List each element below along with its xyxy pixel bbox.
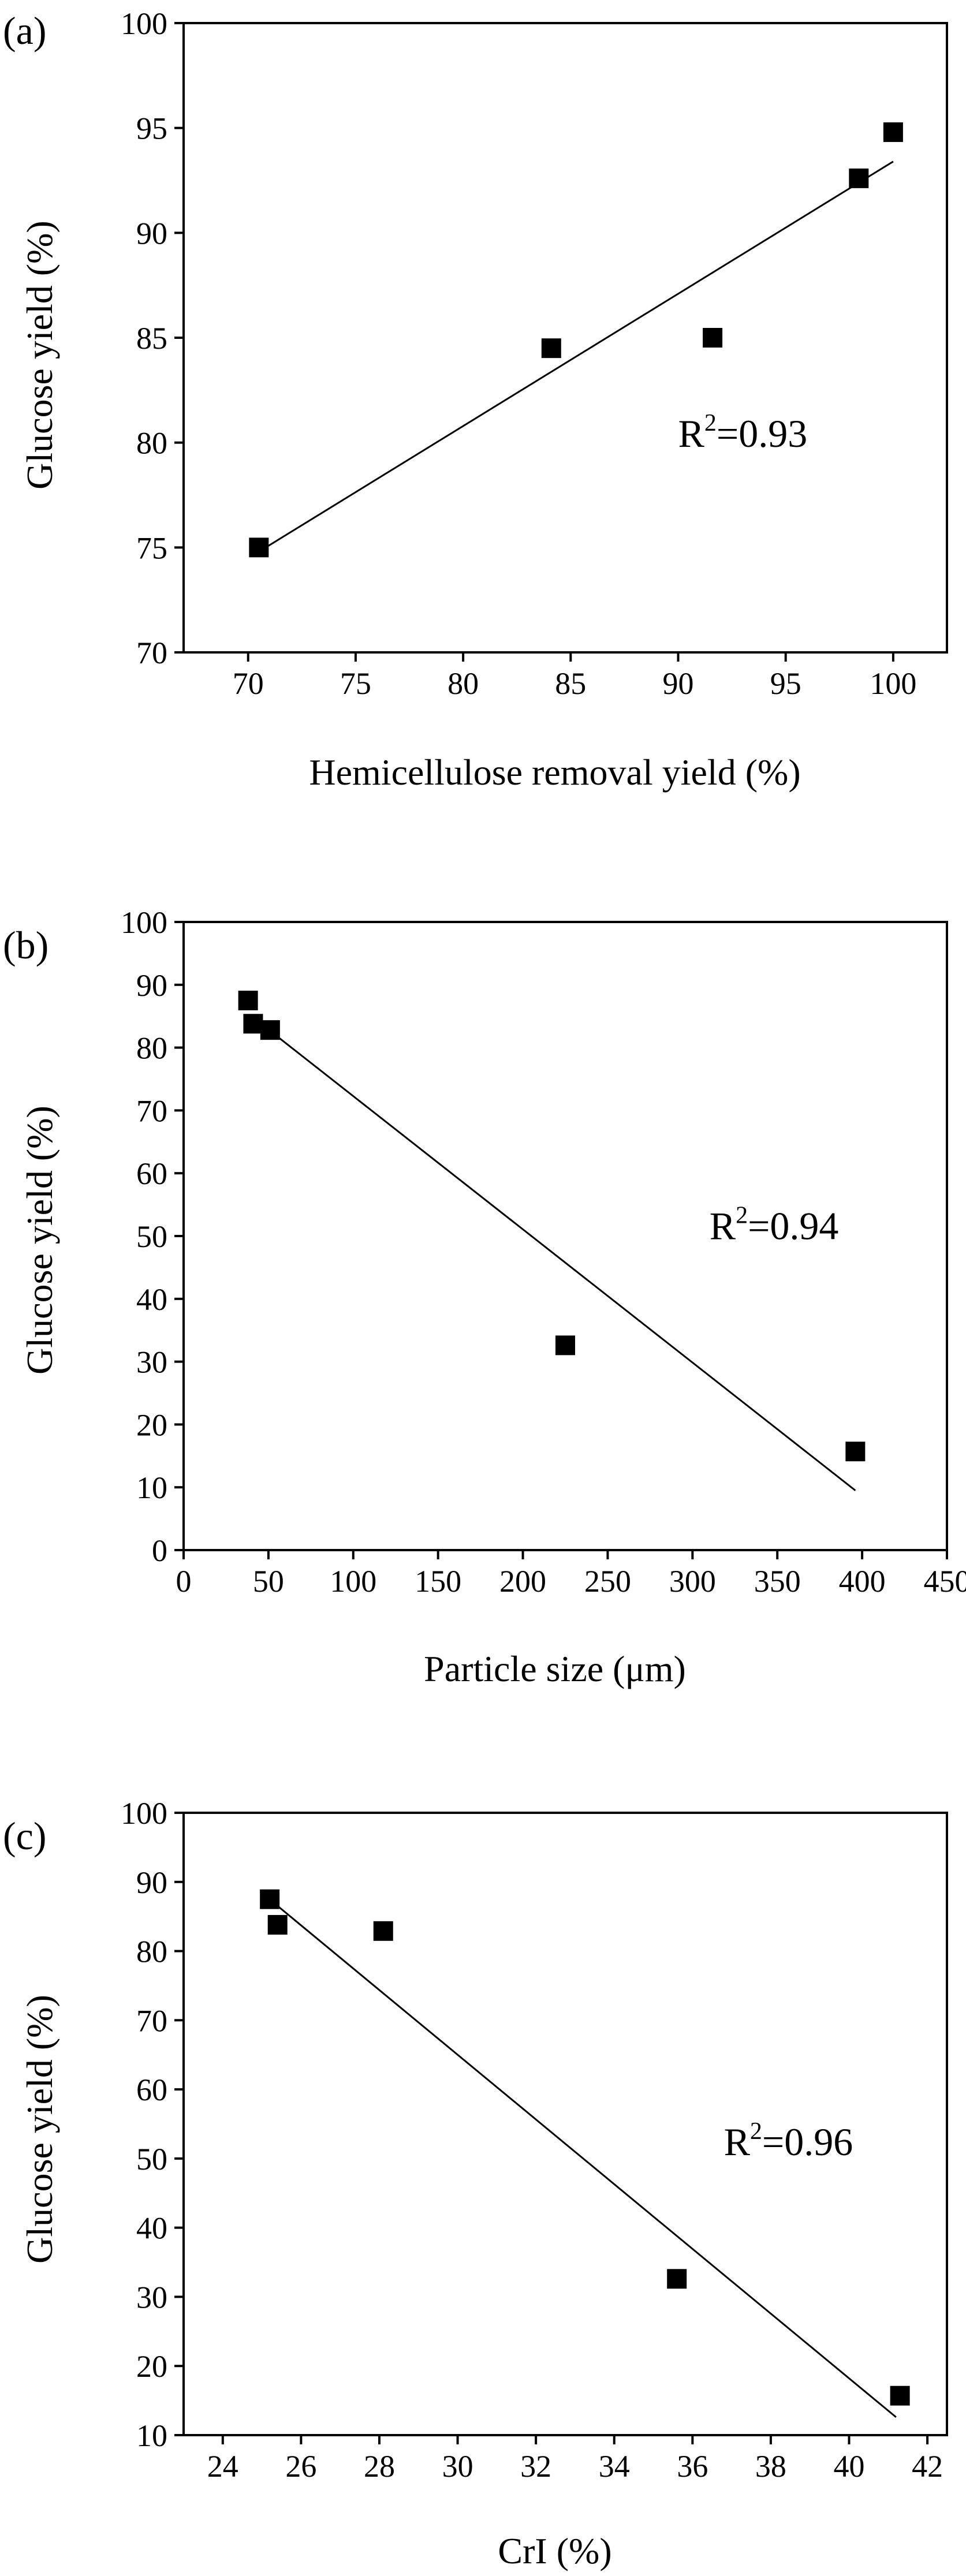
x-axis-label-b: Particle size (μm)	[424, 1648, 686, 1689]
data-point-c	[260, 1889, 280, 1909]
data-point-b	[243, 1014, 263, 1034]
r2-annotation-a: R2=0.93	[678, 410, 808, 456]
y-tick-label-c: 60	[136, 2073, 167, 2107]
panel-label-a: (a)	[3, 9, 46, 53]
panel-label-c: (c)	[3, 1814, 46, 1858]
panel-label-b: (b)	[3, 923, 49, 967]
x-tick-label-a: 75	[340, 666, 371, 701]
plot-c: 24 26 28 30 32 34 36 38 40 42 10 20 30 40 50 60 70 80 90 10…	[121, 1796, 948, 2484]
x-tick-label-b: 400	[839, 1564, 886, 1599]
y-tick-label-b: 80	[136, 1031, 167, 1066]
x-tick-label-c: 24	[207, 2449, 238, 2484]
data-point-c	[890, 2385, 910, 2406]
x-tick-label-c: 28	[364, 2449, 395, 2484]
x-tick-label-b: 150	[415, 1564, 461, 1599]
y-tick-label-b: 20	[136, 1408, 167, 1442]
x-tick-label-a: 85	[555, 666, 586, 701]
data-point-a	[883, 122, 903, 142]
x-tick-label-b: 350	[754, 1564, 801, 1599]
y-tick-label-a: 100	[121, 6, 167, 41]
y-tick-label-c: 20	[136, 2349, 167, 2384]
data-point-b	[555, 1335, 575, 1356]
panel-c: (c) CrI (%) Glucose yield (%)	[3, 1814, 612, 2571]
x-tick-label-a: 80	[447, 666, 479, 701]
x-tick-label-b: 450	[924, 1564, 966, 1599]
y-tick-label-a: 90	[136, 216, 167, 251]
y-axis-label-c: Glucose yield (%)	[19, 1995, 60, 2264]
y-tick-label-a: 70	[136, 636, 167, 670]
y-axis-label-b: Glucose yield (%)	[19, 1106, 60, 1375]
plot-frame-a	[182, 22, 948, 654]
y-tick-label-c: 30	[136, 2280, 167, 2314]
x-tick-label-b: 50	[253, 1564, 284, 1599]
y-tick-label-b: 70	[136, 1093, 167, 1128]
y-tick-label-a: 85	[136, 321, 167, 356]
data-point-a	[249, 537, 269, 558]
plot-frame-c	[182, 1812, 948, 2436]
fit-line-a	[258, 160, 894, 552]
data-point-b	[260, 1020, 280, 1040]
y-tick-label-c: 90	[136, 1865, 167, 1900]
x-tick-label-c: 36	[677, 2449, 708, 2484]
data-point-a	[703, 328, 723, 348]
plot-b: 0 50 100 150 200 250 300 350 400 450 0 10 20 30 40 50 60…	[121, 905, 966, 1599]
panel-a: (a) Hemicellulose removal yield (%) Gluc…	[3, 9, 801, 793]
y-tick-label-b: 60	[136, 1156, 167, 1191]
y-tick-label-b: 50	[136, 1219, 167, 1254]
x-tick-label-c: 40	[834, 2449, 865, 2484]
fit-line-c	[273, 1902, 897, 2418]
y-tick-label-a: 80	[136, 426, 167, 461]
x-tick-label-c: 30	[442, 2449, 473, 2484]
x-tick-label-c: 42	[912, 2449, 943, 2484]
data-point-b	[238, 991, 258, 1010]
x-axis-label-c: CrI (%)	[498, 2530, 611, 2571]
r2-annotation-c: R2=0.96	[724, 2118, 853, 2164]
y-tick-label-a: 95	[136, 111, 167, 146]
x-tick-label-a: 90	[663, 666, 694, 701]
data-point-c	[373, 1921, 393, 1941]
y-tick-label-c: 10	[136, 2418, 167, 2453]
y-tick-label-c: 50	[136, 2142, 167, 2176]
y-tick-label-c: 70	[136, 2003, 167, 2038]
x-tick-label-b: 100	[330, 1564, 376, 1599]
fit-line-b	[251, 1016, 856, 1491]
x-tick-label-c: 38	[755, 2449, 786, 2484]
y-axis-label-a: Glucose yield (%)	[19, 221, 60, 490]
plot-a: 70 75 80 85 90 95 100 70 75 80 85 90 95 100 R2=0.93	[121, 6, 948, 701]
x-tick-label-a: 95	[770, 666, 801, 701]
data-point-a	[849, 168, 869, 188]
y-tick-label-b: 0	[152, 1533, 167, 1568]
panel-b: (b) Particle size (μm) Glucose yield (%)	[3, 923, 686, 1689]
y-tick-label-c: 100	[121, 1796, 167, 1831]
y-tick-label-b: 40	[136, 1282, 167, 1317]
y-tick-label-a: 75	[136, 531, 167, 565]
x-tick-label-c: 34	[599, 2449, 630, 2484]
x-tick-label-c: 32	[520, 2449, 551, 2484]
x-tick-label-b: 0	[176, 1564, 192, 1599]
data-point-b	[845, 1442, 866, 1462]
x-tick-label-b: 200	[499, 1564, 546, 1599]
y-tick-label-b: 10	[136, 1470, 167, 1505]
y-tick-label-b: 100	[121, 905, 167, 940]
x-tick-label-b: 250	[584, 1564, 631, 1599]
y-tick-label-c: 40	[136, 2211, 167, 2246]
y-tick-label-b: 90	[136, 968, 167, 1003]
x-tick-label-a: 100	[870, 666, 916, 701]
r2-annotation-b: R2=0.94	[710, 1202, 839, 1248]
x-axis-label-a: Hemicellulose removal yield (%)	[309, 752, 800, 793]
y-tick-label-c: 80	[136, 1935, 167, 1969]
data-point-c	[667, 2269, 687, 2289]
x-tick-label-c: 26	[285, 2449, 316, 2484]
data-point-a	[541, 338, 561, 359]
y-tick-label-b: 30	[136, 1345, 167, 1380]
x-tick-label-b: 300	[669, 1564, 716, 1599]
data-point-c	[267, 1915, 288, 1935]
x-tick-label-a: 70	[233, 666, 264, 701]
